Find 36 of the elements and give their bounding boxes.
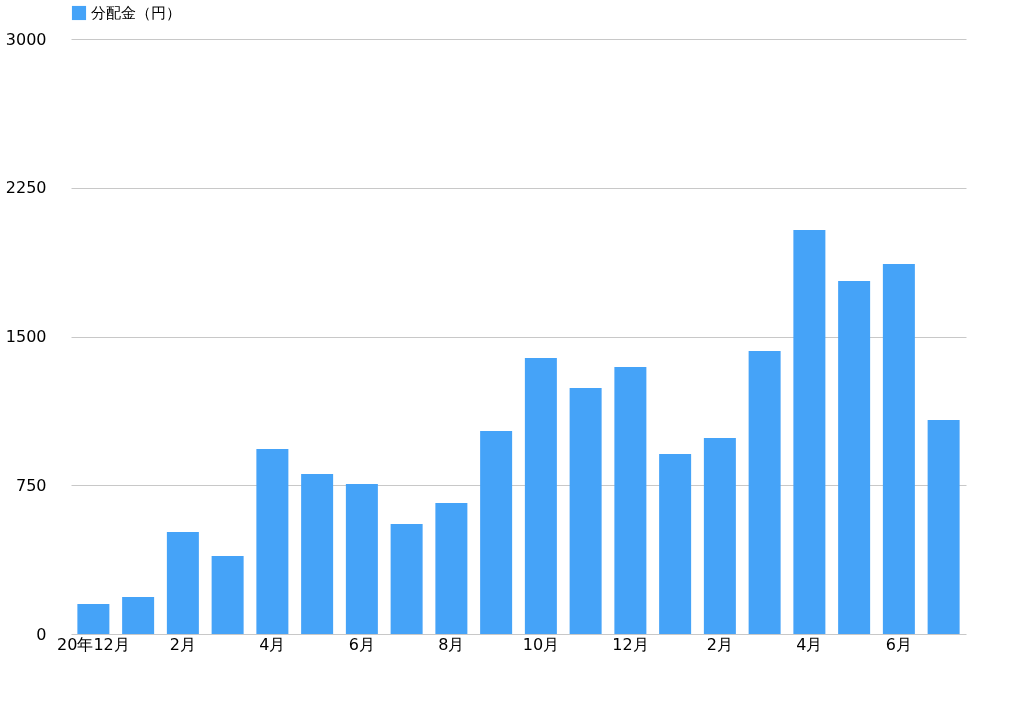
- x-tick-label: 20年12月: [57, 634, 130, 654]
- x-tick-label: 6月: [885, 634, 912, 654]
- y-tick-label: 3000: [5, 29, 47, 49]
- y-tick-label: 0: [36, 624, 47, 644]
- bar: [480, 430, 513, 634]
- x-tick-label: 12月: [612, 634, 649, 654]
- legend-label: 分配金（円）: [91, 4, 181, 22]
- bar: [703, 438, 736, 634]
- bar: [838, 280, 871, 634]
- y-tick-label: 2250: [5, 178, 47, 198]
- x-tick-label: 4月: [796, 634, 823, 654]
- bar: [614, 367, 647, 634]
- bar: [882, 263, 915, 634]
- y-tick-label: 1500: [5, 327, 47, 346]
- x-tick-label: 2月: [169, 634, 196, 654]
- bar: [659, 453, 692, 634]
- x-tick-label: 8月: [438, 634, 465, 654]
- x-tick-label: 10月: [522, 634, 560, 654]
- bar: [77, 604, 110, 634]
- bar: [122, 596, 155, 634]
- bar: [166, 532, 199, 634]
- bar: [927, 420, 960, 634]
- x-tick-label: 4月: [259, 634, 286, 654]
- x-tick-label: 6月: [348, 634, 375, 654]
- x-tick-label: 2月: [706, 634, 733, 654]
- bar: [256, 448, 289, 634]
- bar: [569, 388, 602, 634]
- bar: [301, 473, 334, 634]
- bar: [390, 523, 423, 634]
- y-tick-label: 750: [15, 475, 47, 495]
- bar: [211, 556, 244, 634]
- bar: [345, 484, 378, 634]
- bar: [793, 229, 826, 634]
- bar: [435, 503, 468, 634]
- bar: [748, 350, 781, 634]
- bar: [524, 357, 557, 634]
